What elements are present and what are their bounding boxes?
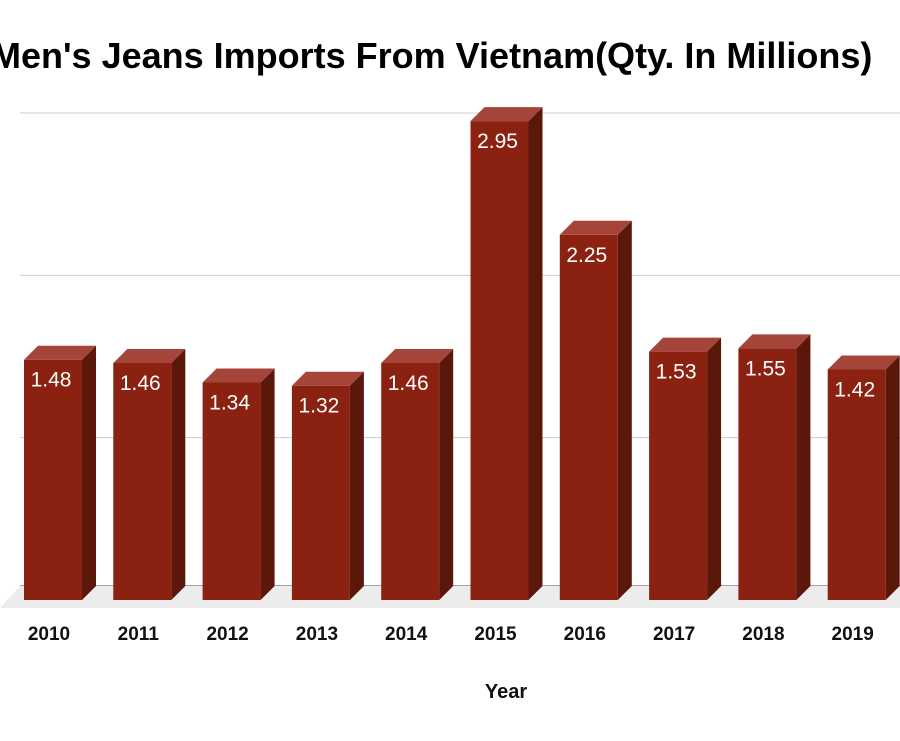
data-label: 1.46 <box>120 372 161 395</box>
bar-top <box>202 368 275 383</box>
x-tick-label: 2012 <box>206 624 248 645</box>
x-tick-label: 2011 <box>118 624 160 645</box>
bar-top <box>24 345 96 360</box>
x-tick-label: 2013 <box>296 624 338 645</box>
bar-2014 <box>381 348 454 600</box>
bar-top <box>559 220 632 235</box>
data-label: 1.34 <box>209 391 250 414</box>
data-label: 1.55 <box>745 357 786 380</box>
bar-2019 <box>827 355 900 600</box>
bar-front <box>381 362 440 600</box>
x-tick-label: 2014 <box>385 624 428 645</box>
data-labels: 1.48 1.46 1.34 1.32 1.46 2.95 2.25 1.53 1.55 1.42 <box>31 130 876 418</box>
bar-top <box>649 337 722 352</box>
bar-2016 <box>559 220 632 600</box>
bar-front <box>827 369 886 600</box>
bar-side <box>439 348 454 600</box>
data-label: 1.46 <box>388 372 429 395</box>
bar-2017 <box>649 337 722 600</box>
bar-front <box>738 348 797 600</box>
x-tick-label: 2019 <box>832 624 874 645</box>
data-label: 2.25 <box>566 244 607 267</box>
bar-2011 <box>113 348 186 600</box>
x-axis-ticks: 2010 2011 2012 2013 2014 2015 2016 2017 2018 2019 <box>28 624 874 645</box>
x-axis-title: Year <box>485 681 527 703</box>
bar-front <box>202 382 261 600</box>
x-tick-label: 2015 <box>474 624 517 645</box>
bar-2013 <box>291 371 364 600</box>
data-label: 2.95 <box>477 130 518 153</box>
bar-top <box>470 107 543 122</box>
bar-2010 <box>24 345 96 600</box>
bar-front <box>559 234 618 600</box>
bar-2012 <box>202 368 275 600</box>
bar-front <box>113 362 172 600</box>
x-tick-label: 2016 <box>564 624 606 645</box>
bars <box>24 107 900 600</box>
bar-side <box>171 348 186 600</box>
data-label: 1.42 <box>834 378 875 401</box>
bar-front <box>470 121 529 600</box>
bar-side <box>617 220 632 600</box>
bar-side <box>707 337 722 600</box>
bar-front <box>24 359 82 600</box>
data-label: 1.53 <box>656 361 697 384</box>
bar-top <box>827 355 900 370</box>
bar-top <box>291 371 364 386</box>
bar-top <box>381 348 454 363</box>
bar-side <box>349 371 364 600</box>
x-tick-label: 2017 <box>653 624 695 645</box>
bar-2015 <box>470 107 543 600</box>
x-tick-label: 2018 <box>742 624 784 645</box>
data-label: 1.32 <box>298 395 339 418</box>
bar-side <box>885 355 900 600</box>
bar-top <box>738 334 811 349</box>
bar-2018 <box>738 334 811 600</box>
bar-front <box>649 351 708 600</box>
bar-top <box>113 348 186 363</box>
data-label: 1.48 <box>31 369 72 392</box>
bar-side <box>528 107 543 600</box>
bar-side <box>260 368 275 600</box>
bar-side <box>796 334 811 600</box>
bar-side <box>82 345 96 600</box>
x-tick-label: 2010 <box>28 624 70 645</box>
bar-front <box>291 385 350 600</box>
chart-title: Men's Jeans Imports From Vietnam(Qty. In… <box>0 35 873 76</box>
